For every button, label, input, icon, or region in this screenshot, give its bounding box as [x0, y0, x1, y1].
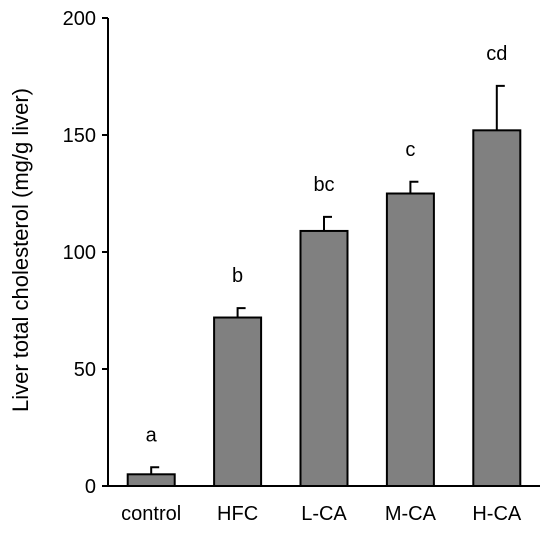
error-bar-control	[150, 466, 160, 475]
y-axis: 0 50 100 150 200	[63, 8, 109, 498]
bar-m-ca	[385, 192, 435, 487]
significance-label-hfc: b	[232, 265, 243, 287]
error-bar-m-ca	[409, 180, 419, 194]
x-tick-label-l-ca: L-CA	[301, 503, 347, 525]
significance-labels: a b bc c cd	[146, 43, 508, 446]
significance-label-m-ca: c	[405, 139, 415, 161]
significance-label-control: a	[146, 424, 158, 446]
significance-label-h-ca: cd	[486, 43, 507, 65]
y-tick-label: 100	[63, 242, 96, 264]
y-tick-label: 0	[85, 476, 96, 498]
error-bar-hfc	[236, 307, 246, 318]
x-tick-label-control: control	[121, 503, 181, 525]
x-tick-label-hfc: HFC	[217, 503, 258, 525]
error-bar-l-ca	[323, 215, 332, 231]
bar-h-ca	[472, 129, 522, 487]
bar-l-ca	[299, 229, 349, 487]
bar-hfc	[213, 316, 263, 487]
x-axis: control HFC L-CA M-CA H-CA	[108, 485, 540, 525]
error-bars	[150, 84, 505, 475]
y-tick-label: 150	[63, 125, 96, 147]
bars	[126, 129, 522, 487]
y-axis-label: Liver total cholesterol (mg/g liver)	[8, 88, 33, 412]
y-tick-label: 200	[63, 8, 96, 30]
x-tick-label-h-ca: H-CA	[472, 503, 522, 525]
significance-label-l-ca: bc	[313, 174, 334, 196]
bar-control	[126, 473, 176, 487]
x-tick-label-m-ca: M-CA	[385, 503, 437, 525]
error-bar-h-ca	[495, 84, 505, 131]
y-tick-label: 50	[74, 359, 96, 381]
